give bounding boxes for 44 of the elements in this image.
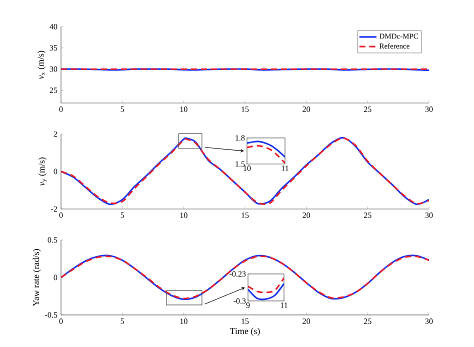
x-tick-label: 5: [120, 318, 124, 324]
y-tick-label: 25: [50, 88, 58, 93]
y-axis-title: v$_{x}$ (m/s): [37, 50, 46, 80]
x-tick-label: 15: [242, 318, 249, 324]
y-tick-label: 40: [50, 24, 58, 30]
y-tick-label: 0.5: [48, 237, 58, 243]
line-series: [248, 277, 284, 294]
x-tick-label: 30: [425, 318, 433, 324]
y-tick-label: -2: [51, 206, 58, 212]
x-tick-label: 25: [364, 106, 372, 112]
x-tick-label: 11: [280, 302, 288, 308]
y-axis-title: v$_{y}$ (m/s): [38, 158, 47, 186]
x-tick-label: 30: [425, 106, 433, 112]
x-tick-label: 10: [180, 106, 188, 112]
x-tick-label: 0: [59, 318, 63, 324]
y-tick-label: 30: [50, 66, 58, 72]
x-tick-label: 20: [302, 106, 310, 112]
x-tick-label: 15: [242, 212, 249, 218]
x-tick-label: 30: [425, 212, 433, 218]
y-tick-label: -0.23: [230, 271, 246, 277]
x-tick-label: 25: [364, 212, 372, 218]
x-tick-label: 9: [246, 302, 250, 308]
y-tick-label: 1.5: [236, 161, 245, 167]
y-tick-label: 2: [54, 131, 58, 137]
x-tick-label: 10: [180, 318, 188, 324]
x-tick-label: 5: [120, 212, 124, 218]
y-tick-label: 0: [54, 274, 58, 280]
line-series: [247, 140, 286, 158]
x-tick-label: 0: [59, 106, 63, 112]
x-tick-label: 10: [180, 212, 188, 218]
x-tick-label: 5: [120, 106, 124, 112]
x-tick-label: 15: [242, 106, 249, 112]
x-tick-label: 20: [302, 318, 310, 324]
x-axis-title: Time (s): [230, 328, 260, 336]
x-tick-label: 0: [59, 212, 63, 218]
y-tick-label: 35: [50, 45, 58, 51]
x-tick-label: 20: [302, 212, 310, 218]
x-tick-label: 11: [282, 166, 288, 171]
x-tick-label: 25: [364, 318, 372, 324]
y-axis-title: Yaw rate (rad/s): [32, 249, 41, 306]
y-tick-label: -0.5: [45, 312, 58, 318]
y-tick-label: 1.8: [236, 135, 245, 141]
y-tick-label: -0.3: [234, 298, 246, 304]
x-tick-label: 10: [244, 166, 251, 171]
